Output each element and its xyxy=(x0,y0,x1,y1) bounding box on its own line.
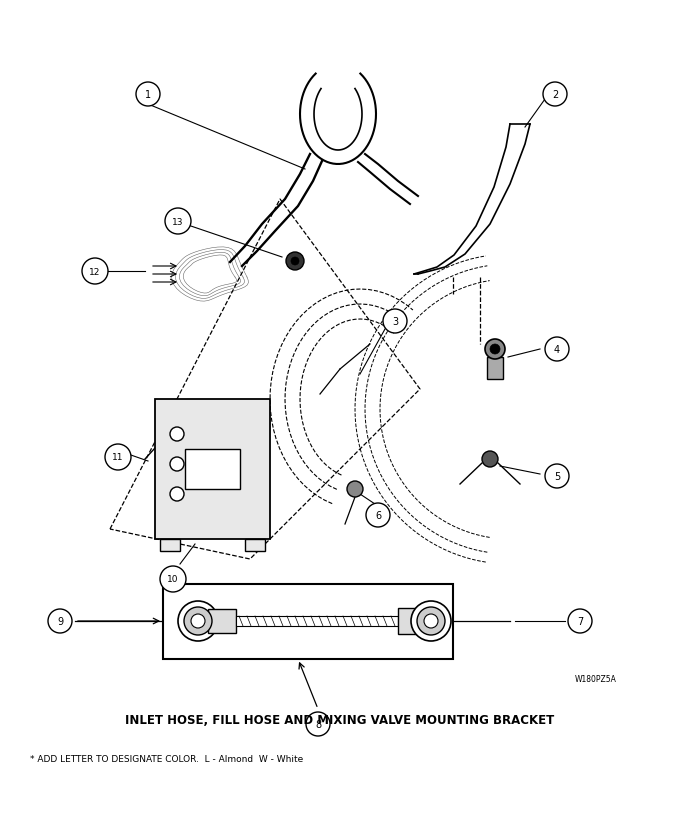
Circle shape xyxy=(347,481,363,498)
Circle shape xyxy=(545,465,569,489)
Circle shape xyxy=(545,338,569,362)
Text: * ADD LETTER TO DESIGNATE COLOR.  L - Almond  W - White: * ADD LETTER TO DESIGNATE COLOR. L - Alm… xyxy=(30,754,303,763)
Circle shape xyxy=(291,258,299,266)
Circle shape xyxy=(160,566,186,592)
Circle shape xyxy=(366,503,390,527)
Text: W180PZ5A: W180PZ5A xyxy=(575,675,617,684)
Circle shape xyxy=(482,451,498,468)
Circle shape xyxy=(417,607,445,635)
Circle shape xyxy=(170,427,184,441)
Circle shape xyxy=(170,457,184,471)
Text: 10: 10 xyxy=(167,575,179,584)
Circle shape xyxy=(165,209,191,234)
Circle shape xyxy=(286,253,304,271)
Text: 12: 12 xyxy=(89,267,101,277)
Circle shape xyxy=(383,310,407,334)
Circle shape xyxy=(568,609,592,633)
Text: 11: 11 xyxy=(112,453,124,462)
Bar xyxy=(398,609,426,634)
Text: INLET HOSE, FILL HOSE AND MIXING VALVE MOUNTING BRACKET: INLET HOSE, FILL HOSE AND MIXING VALVE M… xyxy=(125,713,555,725)
Circle shape xyxy=(184,607,212,635)
Text: 7: 7 xyxy=(577,616,583,626)
Text: 9: 9 xyxy=(57,616,63,626)
Bar xyxy=(155,400,270,539)
Circle shape xyxy=(485,339,505,359)
Text: 5: 5 xyxy=(554,471,560,481)
Circle shape xyxy=(424,614,438,628)
Bar xyxy=(160,539,180,551)
Bar xyxy=(208,609,236,633)
Circle shape xyxy=(543,83,567,107)
Text: 2: 2 xyxy=(552,90,558,100)
Circle shape xyxy=(306,712,330,736)
Text: 3: 3 xyxy=(392,316,398,326)
Circle shape xyxy=(411,601,451,641)
Circle shape xyxy=(136,83,160,107)
Bar xyxy=(236,616,398,626)
Text: 8: 8 xyxy=(315,720,321,729)
Circle shape xyxy=(191,614,205,628)
Circle shape xyxy=(48,609,72,633)
Text: 1: 1 xyxy=(145,90,151,100)
Circle shape xyxy=(82,258,108,285)
Bar xyxy=(245,539,265,551)
Circle shape xyxy=(105,445,131,470)
Bar xyxy=(185,450,240,489)
Circle shape xyxy=(490,344,500,354)
Circle shape xyxy=(170,488,184,502)
Bar xyxy=(163,585,453,659)
Text: 13: 13 xyxy=(172,217,184,226)
Circle shape xyxy=(178,601,218,641)
Text: 6: 6 xyxy=(375,510,381,520)
Bar xyxy=(487,358,503,379)
Text: 4: 4 xyxy=(554,344,560,354)
